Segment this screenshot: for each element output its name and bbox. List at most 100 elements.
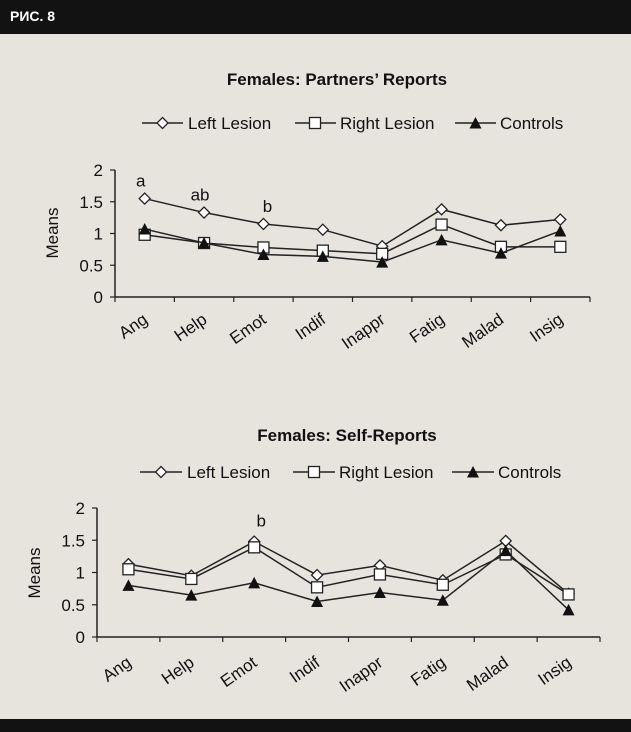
legend-square-marker	[307, 465, 321, 479]
x-tick-label: Indif	[292, 310, 329, 344]
legend-diamond-marker	[154, 465, 168, 479]
legend-item-left-lesion: Left Lesion	[140, 463, 270, 482]
data-point-diamond	[316, 223, 330, 237]
series-line-left-lesion	[144, 197, 561, 248]
figure-number-label: РИС. 8	[10, 8, 56, 24]
data-point-triangle	[554, 224, 567, 237]
x-tick-label: Indif	[286, 653, 323, 687]
annotation-label: a	[136, 172, 146, 191]
data-point-square	[436, 578, 449, 591]
legend-item-left-lesion: Left Lesion	[142, 114, 271, 133]
chart-title: Females: Self-Reports	[257, 426, 437, 445]
legend-square-marker	[308, 116, 322, 130]
y-tick-label: 2	[76, 499, 85, 518]
x-tick-label: Fatig	[406, 310, 448, 347]
data-point-triangle	[138, 223, 151, 235]
x-tick-label: Ang	[99, 653, 135, 686]
series-line-controls	[128, 549, 570, 611]
data-point-triangle	[494, 247, 507, 259]
x-tick-label: Ang	[115, 310, 151, 343]
x-tick-label: Insig	[526, 310, 566, 346]
data-point-triangle	[499, 544, 512, 557]
data-point-square	[435, 218, 448, 231]
data-point-square	[554, 240, 567, 253]
y-tick-label: 0	[76, 628, 85, 647]
data-point-triangle	[198, 237, 211, 249]
plot-area: 0 0.5 1 1.5 2 Ang Help Emot Indif Inappr Fatig Mala…	[79, 161, 591, 353]
data-point-diamond	[257, 217, 270, 231]
data-point-square	[310, 581, 324, 594]
y-tick-label: 1.5	[61, 531, 85, 550]
y-axis-label: Means	[43, 207, 62, 258]
legend-label: Controls	[500, 114, 563, 133]
x-tick-label: Inappr	[338, 310, 389, 353]
annotation-label: b	[263, 197, 272, 216]
legend-label: Controls	[498, 463, 561, 482]
data-point-triangle	[257, 248, 270, 260]
data-point-triangle	[373, 586, 386, 598]
data-point-triangle	[248, 576, 261, 589]
data-point-diamond	[197, 206, 211, 219]
y-tick-label: 1	[76, 564, 85, 583]
x-tick-label: Malad	[463, 653, 512, 695]
data-point-diamond	[494, 218, 508, 232]
legend-label: Left Lesion	[187, 463, 270, 482]
x-tick-label: Fatig	[407, 653, 449, 690]
annotation-label: b	[256, 512, 265, 531]
data-point-triangle	[122, 579, 135, 591]
data-point-triangle	[316, 250, 329, 262]
legend-triangle-marker	[467, 466, 479, 478]
x-tick-label: Emot	[217, 653, 261, 691]
legend: Left Lesion Right Lesion Controls	[142, 114, 563, 133]
legend-diamond-marker	[156, 116, 169, 130]
data-point-triangle	[436, 594, 449, 606]
data-point-diamond	[553, 213, 567, 226]
y-tick-label: 2	[94, 161, 103, 180]
data-point-triangle	[376, 256, 389, 268]
x-tick-label: Help	[171, 310, 211, 346]
series-line-right-lesion	[144, 223, 561, 255]
data-point-diamond	[310, 568, 324, 582]
y-tick-label: 0.5	[61, 596, 85, 615]
data-point-diamond	[138, 192, 152, 205]
data-point-square	[373, 568, 387, 581]
legend-label: Right Lesion	[340, 114, 435, 133]
y-tick-label: 0.5	[79, 256, 103, 275]
series-line-left-lesion	[128, 539, 570, 595]
legend-item-controls: Controls	[452, 463, 561, 482]
data-point-triangle	[185, 589, 198, 601]
legend-label: Right Lesion	[339, 463, 434, 482]
legend-triangle-marker	[469, 117, 482, 129]
y-tick-label: 1	[94, 225, 103, 244]
data-point-diamond	[435, 202, 448, 216]
data-point-triangle	[435, 233, 448, 246]
series-line-controls	[144, 228, 561, 263]
x-tick-label: Inappr	[336, 653, 387, 696]
x-tick-label: Help	[158, 653, 198, 689]
chart-partners-reports: Females: Partners’ Reports Left Lesion R…	[43, 70, 591, 353]
legend: Left Lesion Right Lesion Controls	[140, 463, 561, 482]
data-point-triangle	[562, 603, 575, 616]
legend-label: Left Lesion	[188, 114, 271, 133]
data-point-triangle	[311, 595, 324, 608]
data-point-square	[122, 563, 135, 576]
bottom-bar	[0, 719, 631, 732]
legend-item-right-lesion: Right Lesion	[293, 463, 434, 482]
chart-title: Females: Partners’ Reports	[227, 70, 447, 89]
x-tick-label: Insig	[535, 653, 575, 689]
chart-self-reports: Females: Self-Reports Left Lesion Right …	[25, 426, 601, 696]
legend-item-right-lesion: Right Lesion	[295, 114, 435, 133]
y-tick-label: 1.5	[79, 193, 103, 212]
x-tick-label: Malad	[458, 310, 507, 352]
data-point-square	[248, 541, 261, 554]
header-bar: РИС. 8	[0, 0, 631, 34]
data-point-square	[185, 572, 198, 586]
x-tick-label: Emot	[226, 310, 270, 348]
y-axis-label: Means	[25, 547, 44, 598]
legend-item-controls: Controls	[455, 114, 563, 133]
annotation-label: ab	[191, 186, 210, 205]
data-point-square	[562, 588, 575, 601]
y-tick-label: 0	[94, 288, 103, 307]
plot-area: 0 0.5 1 1.5 2 Ang Help Emot Indif Inappr Fatig Mala…	[61, 499, 601, 696]
